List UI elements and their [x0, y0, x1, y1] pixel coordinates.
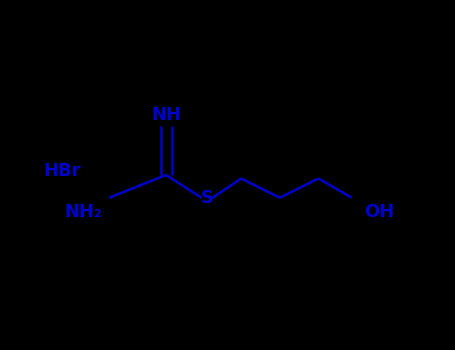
- Text: OH: OH: [364, 203, 394, 221]
- Text: NH₂: NH₂: [65, 203, 102, 221]
- Text: NH: NH: [151, 106, 181, 124]
- Text: S: S: [201, 189, 213, 207]
- Text: HBr: HBr: [43, 162, 81, 181]
